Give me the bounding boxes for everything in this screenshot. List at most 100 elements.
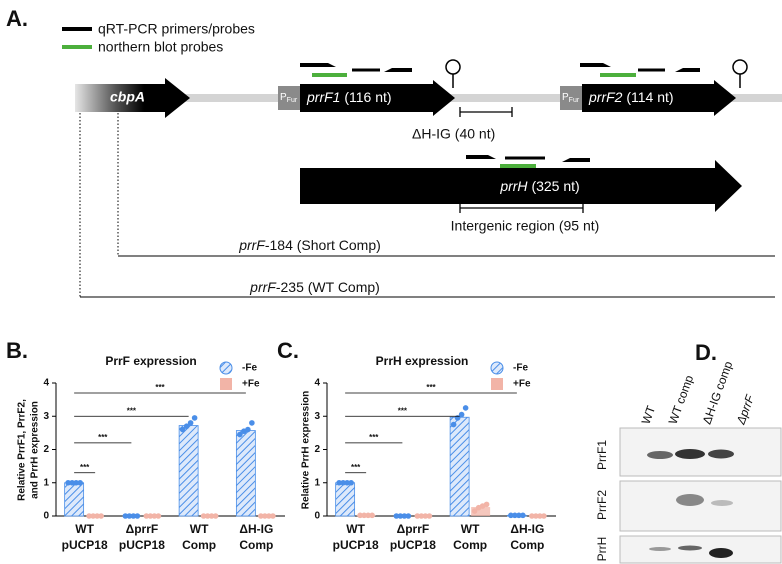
panel-label: B.	[6, 338, 28, 363]
chart-title: PrrF expression	[105, 354, 196, 368]
data-point	[134, 513, 141, 519]
data-point	[458, 411, 465, 418]
panel-label: D.	[695, 340, 717, 365]
data-point	[357, 512, 363, 519]
column-label: ΔprrF	[733, 392, 757, 427]
y-tick-label: 3	[314, 411, 320, 422]
x-tick-label: pUCP18	[62, 538, 108, 552]
y-tick-label: 1	[43, 477, 49, 488]
y-tick-label: 0	[43, 511, 49, 522]
blot	[619, 427, 782, 564]
data-point	[90, 513, 96, 519]
significance-label: ***	[155, 383, 165, 392]
row-label: PrrF2	[595, 490, 609, 520]
column-label: ΔH-IG comp	[700, 359, 736, 426]
y-axis-label: Relative PrrF1, PrrF2,	[17, 399, 28, 501]
data-point	[471, 508, 478, 514]
primers	[580, 63, 700, 77]
data-point	[245, 426, 251, 433]
data-point	[529, 513, 535, 519]
significance-label: ***	[127, 406, 137, 415]
data-point	[122, 513, 129, 519]
gene-label: prrF1 (116 nt)	[306, 89, 392, 105]
data-point	[191, 415, 198, 421]
data-point	[541, 513, 547, 519]
chart-title: PrrH expression	[376, 354, 469, 368]
bar	[235, 430, 256, 517]
x-tick-label: pUCP18	[119, 538, 165, 552]
x-tick-label: Comp	[510, 538, 544, 552]
bar	[449, 416, 470, 517]
gene-arrow	[75, 78, 190, 118]
hairpin	[732, 59, 748, 88]
bar	[64, 482, 85, 517]
x-tick-label: WT	[461, 522, 480, 536]
data-point	[204, 513, 211, 519]
significance-label: ***	[369, 433, 379, 442]
data-point	[151, 513, 158, 519]
data-point	[258, 513, 264, 519]
data-point	[426, 513, 433, 519]
column-label: WT	[639, 403, 659, 426]
panel-label: A.	[6, 6, 28, 31]
construct-label: prrF-235 (WT Comp)	[249, 279, 380, 295]
bar	[471, 507, 491, 516]
data-point	[208, 513, 215, 519]
data-point	[340, 479, 346, 486]
panel-a: A. qRT-PCR primers/probes northern blot …	[6, 6, 782, 298]
data-point	[397, 513, 404, 519]
y-tick-label: 2	[314, 444, 320, 455]
data-point	[405, 513, 412, 519]
x-tick-label: ΔprrF	[126, 522, 159, 536]
data-point	[65, 479, 71, 486]
legend-swatch	[220, 378, 232, 390]
data-point	[361, 512, 367, 519]
legend-label: -Fe	[242, 363, 257, 374]
y-tick-label: 0	[314, 511, 320, 522]
gene-arrow	[582, 80, 736, 116]
data-point	[155, 513, 162, 519]
bar	[178, 425, 199, 517]
x-tick-label: ΔprrF	[397, 522, 430, 536]
significance-label: ***	[398, 406, 408, 415]
x-tick-label: Comp	[182, 538, 216, 552]
data-point	[348, 479, 354, 486]
data-point	[187, 420, 194, 426]
data-point	[69, 479, 75, 486]
gene-arrow	[300, 160, 742, 212]
data-point	[212, 513, 219, 519]
data-point	[508, 512, 514, 519]
legend-label: -Fe	[513, 363, 528, 374]
data-point	[143, 513, 150, 519]
y-tick-label: 4	[314, 378, 320, 389]
data-point	[126, 513, 133, 519]
row-label: PrrF1	[595, 440, 609, 470]
data-point	[77, 479, 83, 486]
data-point	[266, 513, 272, 519]
data-point	[179, 426, 186, 433]
data-point	[270, 513, 276, 519]
chart: C. PrrH expression Relative PrrH expressio…	[277, 338, 556, 552]
chart: B. PrrF expression Relative PrrF1, PrrF2, a…	[6, 338, 285, 552]
gene-label: prrH (325 nt)	[499, 178, 579, 194]
x-tick-label: pUCP18	[333, 538, 379, 552]
data-point	[512, 512, 518, 519]
data-point	[533, 513, 539, 519]
x-tick-label: WT	[190, 522, 209, 536]
data-point	[418, 513, 425, 519]
data-point	[98, 513, 104, 519]
gene-label: cbpA	[110, 89, 145, 105]
legend-swatch	[219, 361, 233, 375]
y-axis-label: and PrrH expression	[30, 401, 41, 499]
panel-label: C.	[277, 338, 299, 363]
data-point	[537, 513, 543, 519]
data-point	[262, 513, 268, 519]
data-point	[336, 479, 342, 486]
data-point	[237, 431, 243, 438]
data-point	[130, 513, 137, 519]
significance-label: ***	[351, 463, 361, 472]
data-point	[369, 512, 375, 519]
data-point	[86, 513, 92, 519]
promoter-label: PFur	[562, 92, 580, 104]
